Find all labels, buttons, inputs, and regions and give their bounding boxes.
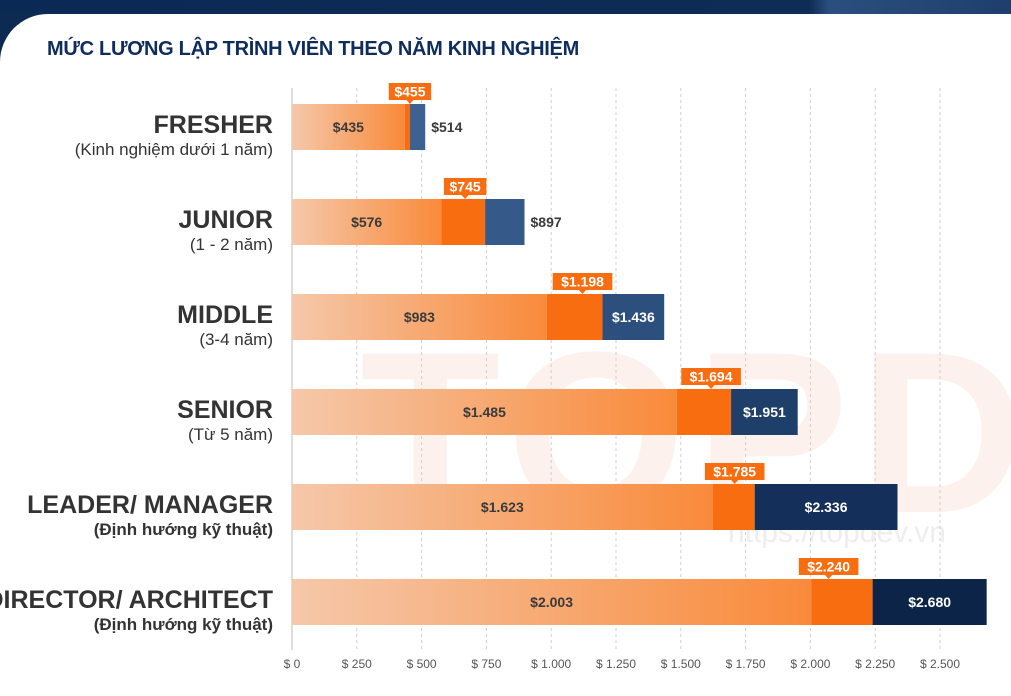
label-p25: $576 bbox=[351, 214, 382, 230]
label-p25: $2.003 bbox=[530, 594, 573, 610]
label-p75: $514 bbox=[431, 119, 462, 135]
callout-pointer bbox=[824, 574, 833, 579]
callout-pointer bbox=[405, 99, 414, 104]
category-label: DIRECTOR/ ARCHITECT (Định hướng kỹ thuật) bbox=[0, 586, 273, 636]
x-tick-label: $ 1.000 bbox=[531, 657, 571, 671]
category-label: SENIOR (Từ 5 năm) bbox=[177, 396, 273, 446]
category-subtitle: (Kinh nghiệm dưới 1 năm) bbox=[74, 140, 273, 159]
bar-p75 bbox=[731, 389, 798, 435]
x-tick-label: $ 2.250 bbox=[855, 657, 895, 671]
bar-p25 bbox=[292, 294, 547, 340]
label-p75: $1.436 bbox=[612, 309, 655, 325]
bar-median bbox=[811, 579, 873, 625]
bar-p75 bbox=[602, 294, 665, 340]
x-tick-label: $ 2.000 bbox=[790, 657, 830, 671]
category-subtitle: (3-4 năm) bbox=[199, 330, 273, 349]
label-median: $1.198 bbox=[561, 274, 604, 290]
callout-pointer bbox=[730, 479, 739, 484]
category-subtitle: (1 - 2 năm) bbox=[189, 235, 273, 254]
category-name: LEADER/ MANAGER bbox=[27, 491, 273, 519]
median-callout bbox=[681, 368, 741, 385]
header-band bbox=[0, 0, 1011, 14]
x-tick-label: $ 1.500 bbox=[661, 657, 701, 671]
median-callout bbox=[704, 463, 765, 480]
callout-pointer bbox=[578, 289, 587, 294]
callout-pointer bbox=[707, 384, 716, 389]
category-name: FRESHER bbox=[153, 111, 273, 139]
x-tick-label: $ 2.500 bbox=[920, 657, 960, 671]
category-subtitle: (Định hướng kỹ thuật) bbox=[93, 615, 273, 634]
x-tick-label: $ 250 bbox=[342, 657, 372, 671]
category-name: JUNIOR bbox=[178, 206, 273, 234]
bar-p25 bbox=[292, 579, 812, 625]
median-callout bbox=[798, 558, 859, 575]
category-label: LEADER/ MANAGER (Định hướng kỹ thuật) bbox=[27, 491, 273, 541]
category-subtitle: (Từ 5 năm) bbox=[187, 425, 273, 444]
x-tick-label: $ 1.750 bbox=[726, 657, 766, 671]
label-median: $1.785 bbox=[713, 464, 756, 480]
category-label: MIDDLE (3-4 năm) bbox=[177, 301, 273, 351]
label-median: $1.694 bbox=[690, 369, 733, 385]
x-tick-label: $ 1.250 bbox=[596, 657, 636, 671]
bar-p25 bbox=[292, 389, 677, 435]
bar-median bbox=[676, 389, 732, 435]
label-p75: $1.951 bbox=[743, 404, 786, 420]
x-tick-label: $ 500 bbox=[407, 657, 437, 671]
chart-title: MỨC LƯƠNG LẬP TRÌNH VIÊN THEO NĂM KINH N… bbox=[47, 38, 579, 60]
median-callout bbox=[388, 83, 432, 100]
bar-p75 bbox=[409, 104, 426, 150]
category-name: DIRECTOR/ ARCHITECT bbox=[0, 586, 273, 614]
x-tick-label: $ 0 bbox=[284, 657, 301, 671]
category-label: JUNIOR (1 - 2 năm) bbox=[179, 206, 273, 256]
label-p25: $1.623 bbox=[481, 499, 524, 515]
label-median: $455 bbox=[394, 84, 425, 100]
median-callout bbox=[443, 178, 487, 195]
bar-median bbox=[441, 199, 486, 245]
category-subtitle: (Định hướng kỹ thuật) bbox=[93, 520, 273, 539]
label-median: $2.240 bbox=[807, 559, 850, 575]
median-callout bbox=[552, 273, 613, 290]
bar-p75 bbox=[754, 484, 898, 530]
bar-p25 bbox=[292, 484, 713, 530]
label-p25: $1.485 bbox=[463, 404, 506, 420]
bar-median bbox=[546, 294, 603, 340]
bar-p25 bbox=[292, 104, 405, 150]
bar-median bbox=[712, 484, 755, 530]
label-p25: $435 bbox=[333, 119, 364, 135]
label-p75: $2.680 bbox=[908, 594, 951, 610]
label-p75: $2.336 bbox=[805, 499, 848, 515]
label-p75: $897 bbox=[531, 214, 562, 230]
bar-p75 bbox=[485, 199, 525, 245]
category-name: MIDDLE bbox=[177, 301, 273, 329]
x-tick-label: $ 750 bbox=[471, 657, 501, 671]
bar-p75 bbox=[872, 579, 987, 625]
label-median: $745 bbox=[450, 179, 481, 195]
category-label: FRESHER (Kinh nghiệm dưới 1 năm) bbox=[75, 111, 273, 161]
bar-median bbox=[404, 104, 410, 150]
label-p25: $983 bbox=[404, 309, 435, 325]
category-name: SENIOR bbox=[177, 396, 273, 424]
bar-p25 bbox=[292, 199, 442, 245]
callout-pointer bbox=[461, 194, 470, 199]
